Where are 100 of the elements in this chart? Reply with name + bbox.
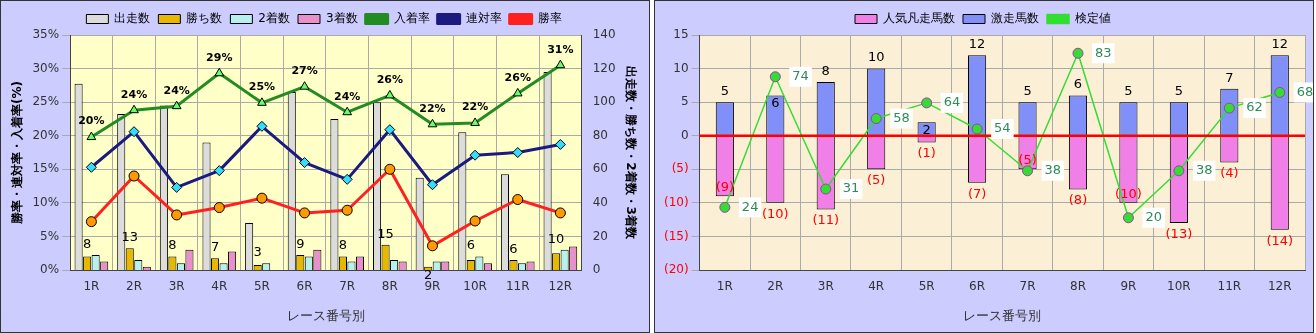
point — [769, 71, 781, 83]
x-tick-label: 3R — [817, 279, 834, 294]
data-label: 9 — [296, 235, 305, 251]
data-label: 58 — [893, 109, 910, 125]
data-label: 12 — [968, 36, 986, 52]
x-tick-label: 7R — [1019, 279, 1036, 294]
point — [1173, 165, 1185, 177]
legend-label: 連対率 — [465, 11, 502, 26]
legend-label: 激走馬数 — [991, 11, 1039, 26]
data-label: 62 — [1246, 99, 1263, 115]
x-tick-label: 12R — [548, 279, 573, 294]
data-label: 5 — [1023, 83, 1032, 99]
data-label: 2 — [424, 266, 433, 282]
x-tick-label: 10R — [1167, 279, 1191, 294]
data-label: 31 — [842, 180, 860, 196]
data-label: 38 — [1044, 162, 1062, 178]
x-tick-label: 6R — [296, 279, 313, 294]
x-tick-label: 3R — [168, 279, 185, 294]
y2-tick-label: 20 — [592, 228, 608, 243]
data-label: (8) — [1068, 192, 1088, 208]
data-label: 6 — [771, 95, 780, 111]
x-axis-title: レース番号別 — [963, 307, 1042, 323]
data-label: 68 — [1296, 83, 1314, 99]
data-label: 8 — [821, 62, 830, 78]
data-label: 5 — [1174, 83, 1184, 99]
data-label: 3 — [253, 244, 262, 260]
data-label: (1) — [917, 145, 936, 161]
y2-tick-label: 0 — [592, 262, 601, 277]
y-tick-label: 15 — [673, 27, 689, 42]
x-tick-label: 10R — [463, 279, 487, 294]
x-axis-title: レース番号別 — [286, 307, 365, 323]
data-label: 24 — [741, 198, 759, 214]
data-label: 8 — [338, 237, 348, 253]
point — [921, 97, 933, 109]
data-label: 6 — [1073, 76, 1083, 92]
y-tick-label: 0 — [680, 127, 689, 142]
y-tick-label: 5 — [680, 94, 689, 109]
x-tick-label: 11R — [505, 279, 530, 294]
y2-tick-label: 40 — [592, 194, 608, 209]
data-label: 6 — [509, 240, 518, 256]
x-tick-label: 11R — [1217, 279, 1242, 294]
data-label: 8 — [82, 235, 92, 251]
x-tick-label: 8R — [1070, 279, 1086, 294]
y-tick-label: 25% — [32, 94, 60, 109]
x-tick-label: 5R — [253, 279, 270, 294]
legend-label: 2着数 — [258, 11, 291, 26]
data-label: 7 — [1225, 69, 1234, 85]
x-tick-label: 1R — [716, 279, 733, 294]
y2-tick-label: 140 — [592, 27, 616, 42]
x-tick-label: 1R — [83, 279, 100, 294]
point — [1122, 212, 1134, 224]
data-label: 12 — [1271, 36, 1289, 52]
data-label: 6 — [466, 237, 475, 253]
y-tick-label: (10) — [663, 194, 689, 209]
data-label: 25% — [248, 80, 276, 94]
y-tick-label: 5% — [40, 228, 60, 243]
point — [971, 123, 983, 135]
y-tick-label: (5) — [671, 161, 689, 176]
data-label: 24% — [334, 89, 361, 103]
y-tick-label: 20% — [32, 127, 60, 142]
point — [719, 201, 731, 213]
data-label: (11) — [812, 212, 840, 228]
y2-tick-label: 60 — [592, 161, 608, 176]
data-label: 5 — [1124, 83, 1133, 99]
data-label: 74 — [792, 68, 809, 84]
data-label: 10 — [547, 230, 565, 246]
legend-label: 勝ち数 — [186, 11, 223, 26]
data-label: 38 — [1195, 162, 1213, 178]
data-label: (7) — [967, 185, 987, 201]
legend-label: 出走数 — [114, 11, 151, 26]
y-tick-label: 35% — [32, 27, 60, 42]
data-label: 26% — [504, 70, 531, 84]
y-tick-label: (20) — [663, 262, 689, 277]
x-tick-label: 5R — [918, 279, 935, 294]
x-tick-label: 6R — [969, 279, 986, 294]
legend-label: 3着数 — [326, 11, 358, 26]
point — [870, 113, 882, 125]
data-label: (10) — [761, 205, 789, 221]
x-tick-label: 2R — [126, 279, 143, 294]
x-tick-label: 9R — [1120, 279, 1137, 294]
data-label: 20% — [78, 114, 105, 128]
y2-tick-label: 80 — [592, 127, 608, 142]
data-label: (9) — [715, 179, 735, 195]
y2-tick-label: 100 — [592, 94, 616, 109]
data-label: 31% — [547, 42, 574, 56]
y-tick-label: 10 — [673, 60, 689, 75]
x-tick-label: 2R — [767, 279, 784, 294]
data-label: 29% — [206, 50, 233, 64]
data-label: (4) — [1220, 165, 1239, 181]
data-label: 26% — [376, 72, 404, 86]
data-label: 22% — [419, 101, 446, 115]
legend-label: 勝率 — [537, 11, 562, 26]
data-label: 7 — [210, 239, 220, 255]
data-label: 27% — [291, 64, 318, 78]
x-tick-label: 9R — [424, 279, 441, 294]
x-tick-label: 12R — [1267, 279, 1292, 294]
data-label: 10 — [867, 49, 885, 65]
data-label: 5 — [720, 83, 729, 99]
point — [1072, 47, 1084, 59]
y-axis-title: 勝率・連対率・入着率(%) — [10, 81, 25, 225]
